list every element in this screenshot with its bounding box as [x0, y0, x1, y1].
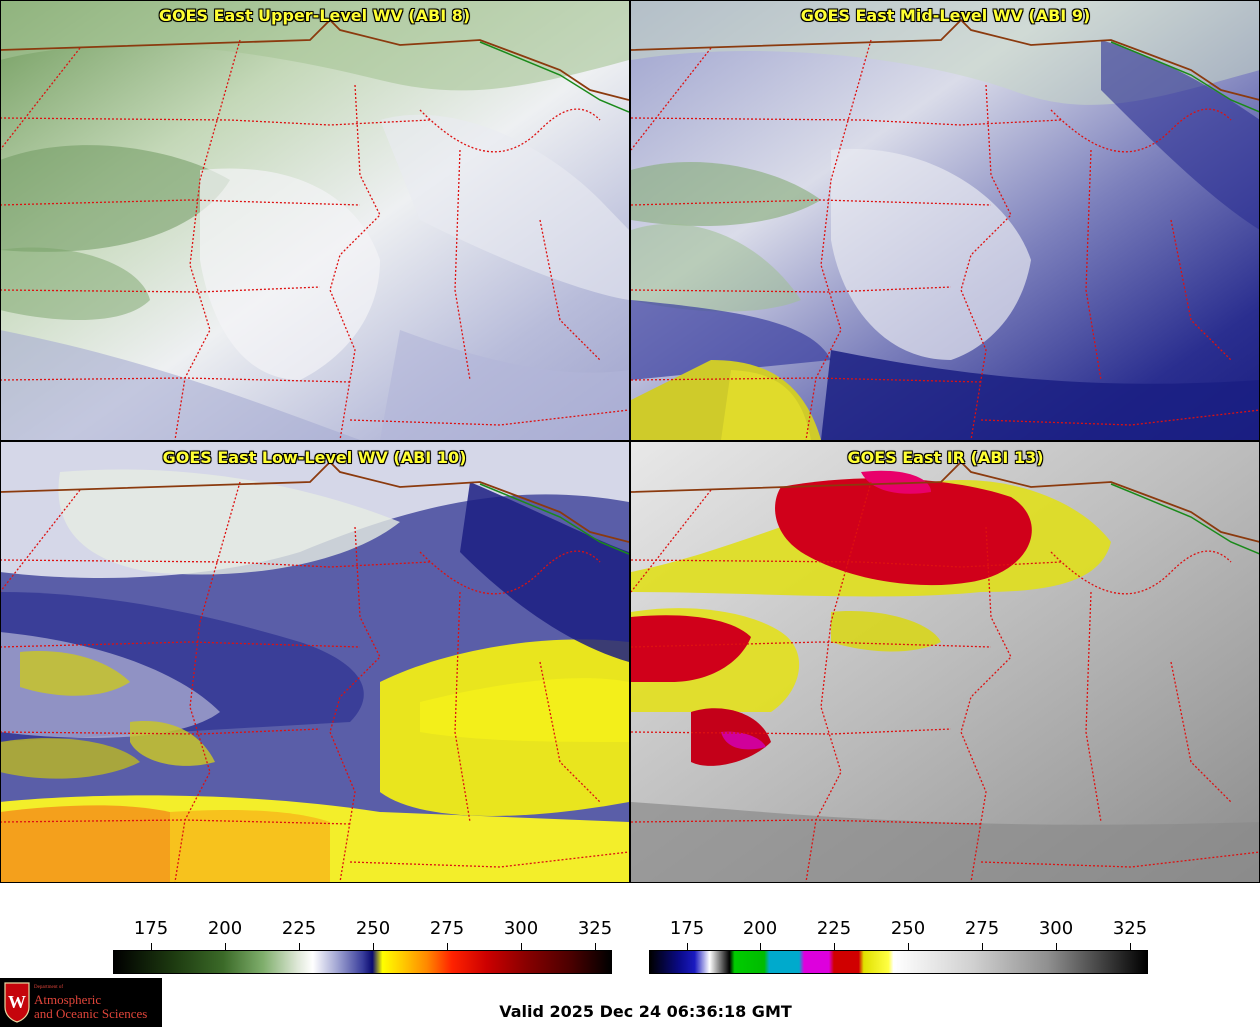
wv-tick-label: 300: [503, 918, 539, 939]
wv-tick: [447, 943, 448, 950]
image-frame: [0, 0, 1260, 883]
logo-line1: Atmospheric: [34, 992, 102, 1007]
wv-tick: [151, 943, 152, 950]
ir-tick-label: 325: [1112, 918, 1148, 939]
wv-tick: [299, 943, 300, 950]
upper-level-wv-image: [0, 0, 629, 440]
mid-level-wv-image: [631, 0, 1260, 440]
wv-tick-label: 175: [133, 918, 169, 939]
ir-tick: [1056, 943, 1057, 950]
panel-divider-horizontal: [0, 440, 1260, 442]
ir-tick: [982, 943, 983, 950]
ir-tick-label: 225: [816, 918, 852, 939]
wv-tick: [225, 943, 226, 950]
panel-title: GOES East Low-Level WV (ABI 10): [162, 448, 467, 467]
ir-tick-label: 200: [742, 918, 778, 939]
svg-text:W: W: [8, 992, 26, 1012]
wv-tick-label: 250: [355, 918, 391, 939]
panel-title: GOES East IR (ABI 13): [847, 448, 1044, 467]
wv-tick: [373, 943, 374, 950]
ir-tick-label: 175: [669, 918, 705, 939]
ir-image: [631, 442, 1260, 882]
ir-tick: [1130, 943, 1131, 950]
wv-tick-label: 275: [429, 918, 465, 939]
wv-tick: [595, 943, 596, 950]
uw-shield-icon: W: [4, 982, 30, 1023]
low-level-wv-image: [0, 442, 629, 882]
ir-tick-label: 300: [1038, 918, 1074, 939]
ir-tick-label: 275: [964, 918, 1000, 939]
wv-colorbar: [113, 950, 612, 974]
ir-tick: [687, 943, 688, 950]
panel-title: GOES East Upper-Level WV (ABI 8): [158, 6, 471, 25]
ir-colorbar: [649, 950, 1148, 974]
panel-title: GOES East Mid-Level WV (ABI 9): [800, 6, 1091, 25]
ir-tick: [760, 943, 761, 950]
logo-department: Department of: [34, 985, 64, 990]
valid-time: Valid 2025 Dec 24 06:36:18 GMT: [499, 1002, 792, 1021]
ir-tick-label: 250: [890, 918, 926, 939]
wv-tick-label: 325: [577, 918, 613, 939]
upper-level-wv-panel: GOES East Upper-Level WV (ABI 8): [0, 0, 629, 440]
wv-tick-label: 200: [207, 918, 243, 939]
wv-tick-label: 225: [281, 918, 317, 939]
ir-panel: GOES East IR (ABI 13): [631, 442, 1260, 882]
mid-level-wv-panel: GOES East Mid-Level WV (ABI 9): [631, 0, 1260, 440]
ir-tick: [834, 943, 835, 950]
ir-tick: [908, 943, 909, 950]
logo-line2: and Oceanic Sciences: [34, 1006, 148, 1021]
low-level-wv-panel: GOES East Low-Level WV (ABI 10): [0, 442, 629, 882]
aos-logo: W Department of Atmospheric and Oceanic …: [0, 978, 162, 1027]
wv-tick: [521, 943, 522, 950]
